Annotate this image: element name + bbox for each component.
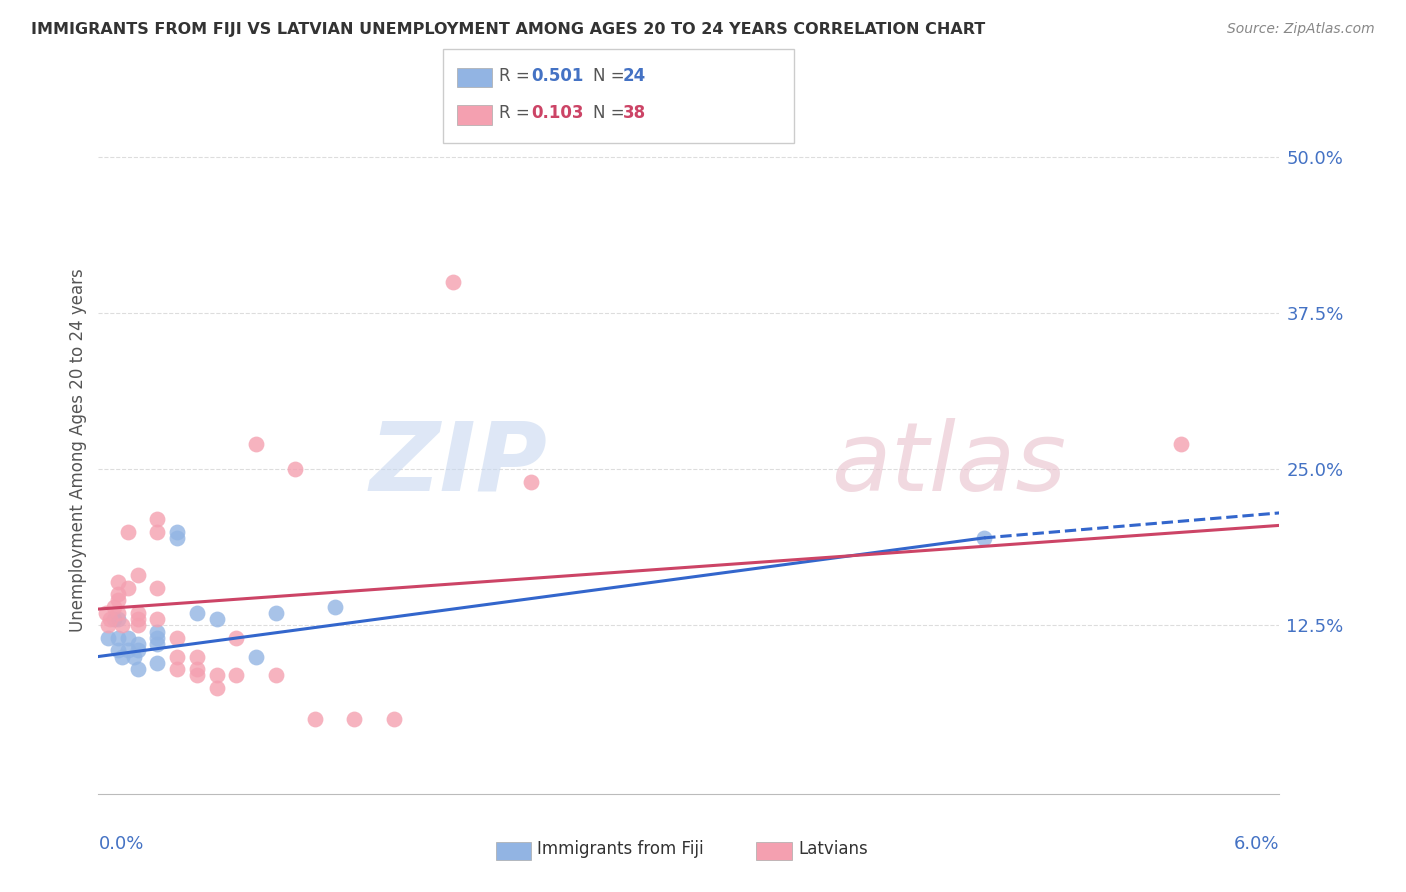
Point bbox=[97, 618, 120, 632]
Point bbox=[205, 668, 228, 682]
Point bbox=[146, 637, 169, 651]
Point bbox=[264, 606, 287, 620]
Point bbox=[166, 524, 188, 539]
Point bbox=[122, 649, 145, 664]
Point bbox=[264, 668, 287, 682]
Point bbox=[166, 649, 188, 664]
Point bbox=[127, 568, 149, 582]
Point bbox=[1170, 437, 1192, 451]
Point bbox=[146, 581, 169, 595]
Point bbox=[146, 631, 169, 645]
Text: atlas: atlas bbox=[831, 417, 1066, 511]
Text: R =: R = bbox=[499, 67, 536, 85]
Point bbox=[107, 593, 129, 607]
Point bbox=[117, 631, 139, 645]
Point bbox=[146, 512, 169, 526]
Point bbox=[343, 712, 366, 726]
Point bbox=[111, 618, 134, 632]
Point bbox=[107, 643, 129, 657]
Point bbox=[96, 606, 118, 620]
Point bbox=[205, 681, 228, 695]
Text: N =: N = bbox=[593, 67, 630, 85]
Point bbox=[111, 649, 134, 664]
Point bbox=[146, 524, 169, 539]
Text: 6.0%: 6.0% bbox=[1234, 835, 1279, 853]
Point bbox=[103, 612, 125, 626]
Point bbox=[117, 581, 139, 595]
Point bbox=[146, 624, 169, 639]
Point bbox=[127, 662, 149, 676]
Point bbox=[245, 437, 267, 451]
Point bbox=[205, 612, 228, 626]
Text: IMMIGRANTS FROM FIJI VS LATVIAN UNEMPLOYMENT AMONG AGES 20 TO 24 YEARS CORRELATI: IMMIGRANTS FROM FIJI VS LATVIAN UNEMPLOY… bbox=[31, 22, 986, 37]
Text: 0.0%: 0.0% bbox=[98, 835, 143, 853]
Point bbox=[284, 462, 307, 476]
Text: N =: N = bbox=[593, 104, 630, 122]
Point bbox=[107, 631, 129, 645]
Point bbox=[245, 649, 267, 664]
Point bbox=[107, 612, 129, 626]
Point bbox=[166, 531, 188, 545]
Point bbox=[103, 599, 125, 614]
Point bbox=[323, 599, 346, 614]
Text: R =: R = bbox=[499, 104, 536, 122]
Point bbox=[117, 524, 139, 539]
Point bbox=[186, 649, 208, 664]
Point bbox=[107, 587, 129, 601]
Point bbox=[97, 631, 120, 645]
Text: 0.501: 0.501 bbox=[531, 67, 583, 85]
Y-axis label: Unemployment Among Ages 20 to 24 years: Unemployment Among Ages 20 to 24 years bbox=[69, 268, 87, 632]
Point bbox=[186, 662, 208, 676]
Point bbox=[127, 618, 149, 632]
Text: 0.103: 0.103 bbox=[531, 104, 583, 122]
Point bbox=[117, 643, 139, 657]
Point bbox=[520, 475, 543, 489]
Point bbox=[304, 712, 326, 726]
Point bbox=[441, 275, 464, 289]
Point bbox=[225, 668, 247, 682]
Text: ZIP: ZIP bbox=[370, 417, 547, 511]
Point bbox=[127, 637, 149, 651]
Point bbox=[127, 612, 149, 626]
Point bbox=[146, 656, 169, 670]
Text: 24: 24 bbox=[623, 67, 647, 85]
Text: 38: 38 bbox=[623, 104, 645, 122]
Text: Source: ZipAtlas.com: Source: ZipAtlas.com bbox=[1227, 22, 1375, 37]
Text: Immigrants from Fiji: Immigrants from Fiji bbox=[537, 840, 704, 858]
Point bbox=[186, 606, 208, 620]
Point bbox=[127, 643, 149, 657]
Text: Latvians: Latvians bbox=[799, 840, 869, 858]
Point bbox=[186, 668, 208, 682]
Point bbox=[225, 631, 247, 645]
Point bbox=[166, 662, 188, 676]
Point bbox=[107, 606, 129, 620]
Point bbox=[973, 531, 995, 545]
Point bbox=[107, 574, 129, 589]
Point bbox=[98, 612, 121, 626]
Point bbox=[146, 612, 169, 626]
Point bbox=[382, 712, 405, 726]
Point bbox=[166, 631, 188, 645]
Point bbox=[127, 606, 149, 620]
